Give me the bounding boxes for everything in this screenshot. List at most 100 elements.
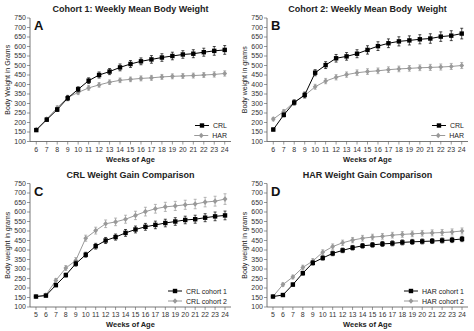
y-tick — [27, 18, 30, 19]
point — [311, 261, 315, 265]
x-tick — [325, 142, 326, 145]
x-tick-label: 11 — [322, 146, 329, 153]
error-bar — [335, 54, 338, 62]
y-tick — [264, 278, 267, 279]
y-axis-label: Body weight in grams — [241, 46, 249, 113]
point — [173, 203, 178, 209]
x-tick — [430, 142, 431, 145]
error-bar — [303, 93, 306, 98]
error-bar — [391, 232, 394, 238]
x-axis-label: Weeks of Age — [106, 320, 155, 329]
point — [302, 93, 306, 97]
x-tick-label: 20 — [179, 146, 187, 153]
y-tick — [27, 212, 30, 213]
y-tick — [27, 250, 30, 251]
error-bar — [64, 273, 67, 277]
x-tick — [45, 307, 46, 310]
x-tick — [182, 142, 183, 145]
point — [118, 78, 123, 84]
point — [118, 65, 122, 69]
x-tick — [140, 142, 141, 145]
y-tick-label: 400 — [14, 81, 26, 88]
x-tick-label: 22 — [437, 146, 445, 153]
x-tick — [312, 307, 313, 310]
point — [212, 72, 217, 78]
error-bar — [397, 66, 400, 72]
x-tick — [352, 307, 353, 310]
y-tick — [264, 288, 267, 289]
point — [107, 69, 111, 73]
y-tick-label: 750 — [251, 180, 263, 187]
point — [380, 242, 384, 246]
error-bar — [114, 234, 117, 240]
point — [93, 228, 98, 234]
error-bar — [87, 86, 90, 91]
error-bar — [381, 233, 384, 239]
x-tick — [382, 307, 383, 310]
error-bar — [84, 235, 87, 241]
error-bar — [54, 279, 57, 283]
x-tick-label: 24 — [221, 146, 229, 153]
error-bar — [108, 69, 111, 75]
point — [44, 116, 49, 122]
point — [180, 73, 185, 79]
point — [163, 221, 167, 225]
point — [281, 293, 285, 297]
y-tick — [264, 141, 267, 142]
y-tick — [264, 259, 267, 260]
error-bar — [202, 73, 205, 78]
y-tick — [264, 103, 267, 104]
error-bar — [184, 200, 187, 209]
plot-area — [271, 28, 464, 131]
x-tick-label: 19 — [171, 311, 179, 318]
point — [428, 65, 433, 71]
x-tick — [85, 307, 86, 310]
series — [271, 62, 464, 121]
error-bar — [192, 73, 195, 78]
y-tick-label: 650 — [14, 199, 26, 206]
y-tick — [264, 84, 267, 85]
point — [107, 79, 112, 85]
x-tick-label: 6 — [34, 146, 38, 153]
error-bar — [335, 75, 338, 80]
y-tick-label: 400 — [14, 246, 26, 253]
y-tick-label: 350 — [14, 90, 26, 97]
error-bar — [213, 72, 216, 77]
y-tick — [27, 141, 30, 142]
x-tick — [109, 142, 110, 145]
point — [313, 71, 317, 75]
x-tick-label: 7 — [291, 311, 295, 318]
y-tick — [27, 297, 30, 298]
y-tick — [264, 75, 267, 76]
y-tick-label: 500 — [14, 62, 26, 69]
y-tick-label: 300 — [251, 100, 263, 107]
legend: CRLHAR — [194, 122, 227, 139]
error-bar — [64, 266, 67, 271]
y-tick — [27, 65, 30, 66]
error-bar — [401, 240, 404, 245]
point — [181, 52, 185, 56]
point — [430, 230, 435, 236]
error-bar — [324, 78, 327, 83]
y-tick — [264, 250, 267, 251]
point — [149, 57, 153, 61]
x-tick — [215, 307, 216, 310]
y-tick — [264, 113, 267, 114]
x-tick-label: 18 — [398, 311, 406, 318]
error-bar — [119, 64, 122, 71]
point — [440, 238, 444, 242]
y-tick — [264, 132, 267, 133]
panel-label: B — [271, 18, 280, 33]
error-bar — [104, 220, 107, 228]
error-bar — [171, 74, 174, 79]
point — [163, 204, 168, 210]
point — [139, 59, 143, 63]
y-tick-label: 400 — [251, 246, 263, 253]
error-bar — [431, 239, 434, 244]
point — [149, 75, 154, 81]
point — [323, 63, 327, 67]
y-tick-label: 150 — [251, 294, 263, 301]
y-tick — [27, 37, 30, 38]
x-tick — [67, 142, 68, 145]
error-bar — [421, 239, 424, 244]
